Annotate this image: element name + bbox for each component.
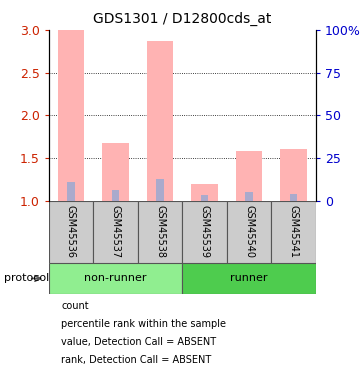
Bar <box>290 194 297 201</box>
Text: GSM45541: GSM45541 <box>288 205 299 258</box>
Text: count: count <box>61 301 89 310</box>
Text: GSM45538: GSM45538 <box>155 205 165 258</box>
Bar <box>182 262 316 294</box>
Text: percentile rank within the sample: percentile rank within the sample <box>61 319 226 328</box>
Text: protocol: protocol <box>4 273 49 284</box>
Bar <box>191 184 218 201</box>
Bar <box>138 201 182 262</box>
Text: GSM45540: GSM45540 <box>244 205 254 258</box>
Text: GSM45537: GSM45537 <box>110 205 121 258</box>
Text: GSM45536: GSM45536 <box>66 205 76 258</box>
Bar <box>67 182 75 201</box>
Bar <box>147 41 173 201</box>
Bar <box>156 179 164 201</box>
Bar <box>93 201 138 262</box>
Bar <box>271 201 316 262</box>
Text: rank, Detection Call = ABSENT: rank, Detection Call = ABSENT <box>61 355 212 364</box>
Bar <box>236 151 262 201</box>
Bar <box>280 149 307 201</box>
Title: GDS1301 / D12800cds_at: GDS1301 / D12800cds_at <box>93 12 271 26</box>
Text: runner: runner <box>230 273 268 284</box>
Text: GSM45539: GSM45539 <box>200 205 210 258</box>
Bar <box>182 201 227 262</box>
Bar <box>58 30 84 201</box>
Bar <box>227 201 271 262</box>
Bar <box>102 144 129 201</box>
Text: non-runner: non-runner <box>84 273 147 284</box>
Bar <box>49 262 182 294</box>
Bar <box>112 190 119 201</box>
Bar <box>201 195 208 201</box>
Text: value, Detection Call = ABSENT: value, Detection Call = ABSENT <box>61 337 216 346</box>
Bar <box>49 201 93 262</box>
Bar <box>245 192 253 201</box>
